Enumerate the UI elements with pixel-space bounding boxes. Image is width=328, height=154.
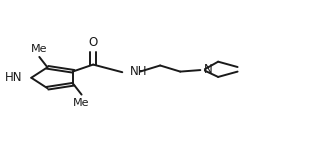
Text: Me: Me (31, 44, 48, 54)
Text: N: N (204, 63, 213, 76)
Text: O: O (89, 36, 98, 49)
Text: HN: HN (5, 71, 22, 84)
Text: NH: NH (130, 65, 147, 78)
Text: Me: Me (73, 98, 90, 108)
